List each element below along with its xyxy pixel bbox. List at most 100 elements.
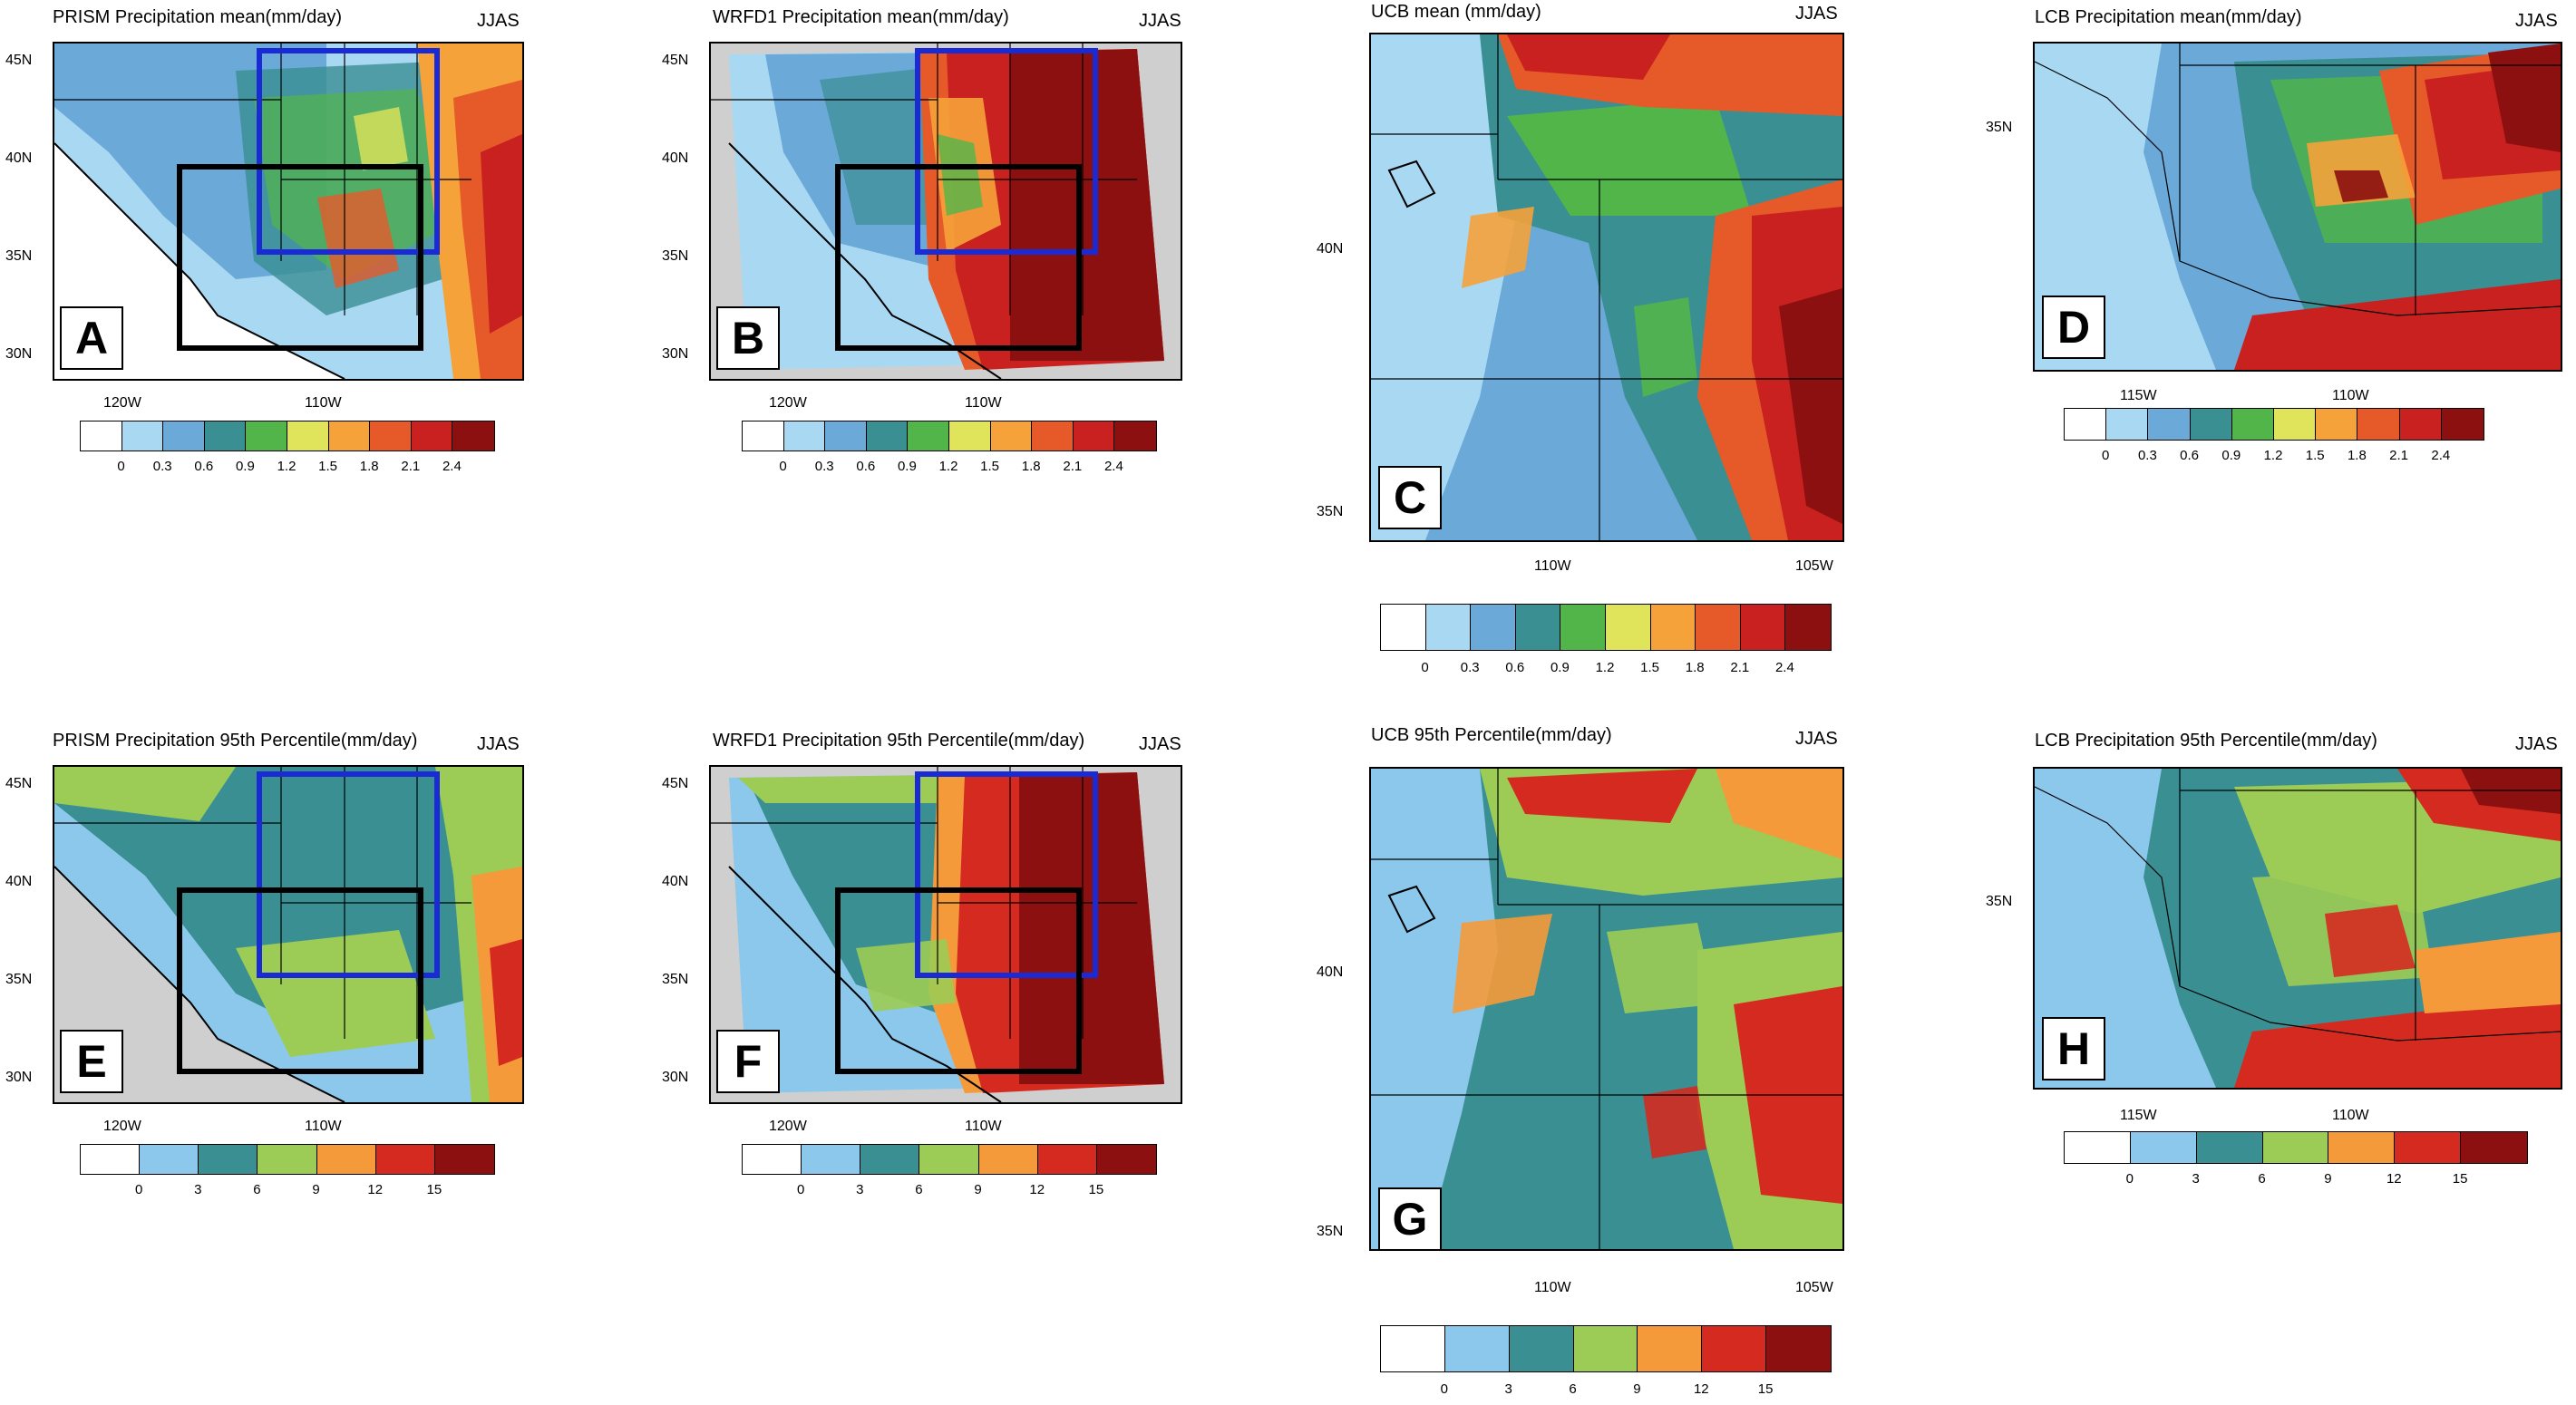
season-label: JJAS — [477, 734, 520, 754]
colorbar-tick-label: 1.2 — [1595, 660, 1615, 675]
colorbar-segment — [2065, 409, 2107, 440]
map-field — [711, 44, 1181, 379]
colorbar-segment — [2441, 409, 2484, 440]
colorbar — [80, 1144, 495, 1175]
colorbar-tick-label: 9 — [1633, 1381, 1641, 1397]
colorbar-tick-label: 3 — [194, 1182, 202, 1197]
lon-tick: 110W — [965, 1119, 1002, 1134]
colorbar-tick-label: 2.1 — [2389, 448, 2409, 463]
colorbar-segment — [1638, 1326, 1703, 1371]
colorbar-segment — [1740, 605, 1786, 650]
colorbar — [2064, 1131, 2528, 1164]
colorbar-tick-label: 0.6 — [194, 459, 214, 474]
colorbar-tick-label: 3 — [1504, 1381, 1512, 1397]
lat-tick: 35N — [662, 972, 689, 987]
colorbar-segment — [411, 422, 453, 451]
colorbar-tick-label: 3 — [856, 1182, 864, 1197]
map-field — [1371, 769, 1842, 1249]
colorbar-tick-label: 0.3 — [1460, 660, 1480, 675]
colorbar-segment — [1515, 605, 1561, 650]
colorbar-segment — [1702, 1326, 1767, 1371]
colorbar-tick-label: 12 — [1693, 1381, 1709, 1397]
precipitation-map — [2033, 42, 2562, 372]
colorbar-segment — [866, 422, 909, 451]
map-field — [54, 44, 522, 379]
season-label: JJAS — [2515, 11, 2558, 31]
colorbar-segment — [199, 1145, 258, 1174]
season-label: JJAS — [1139, 734, 1181, 754]
map-field — [711, 767, 1181, 1102]
lat-tick: 35N — [1317, 1224, 1344, 1239]
colorbar-tick-label: 0 — [1440, 1381, 1449, 1397]
colorbar-segment — [2399, 409, 2442, 440]
colorbar — [80, 421, 495, 451]
lat-tick: 40N — [662, 874, 689, 889]
season-label: JJAS — [2515, 734, 2558, 754]
colorbar-tick-label: 0.9 — [2221, 448, 2241, 463]
colorbar-tick-label: 12 — [2386, 1171, 2402, 1187]
colorbar-tick-label: 1.2 — [2263, 448, 2283, 463]
lat-tick: 35N — [1986, 120, 2013, 135]
precipitation-map — [1369, 767, 1844, 1251]
colorbar-tick-label: 0.3 — [152, 459, 172, 474]
colorbar-tick-label: 1.5 — [2305, 448, 2325, 463]
colorbar-segment — [1471, 605, 1516, 650]
panel-title: WRFD1 Precipitation mean(mm/day) — [713, 7, 1009, 27]
colorbar-segment — [2328, 1132, 2396, 1163]
colorbar-segment — [2190, 409, 2232, 440]
lon-tick: 120W — [103, 395, 141, 411]
colorbar-tick-label: 0.6 — [1505, 660, 1525, 675]
colorbar-segment — [1560, 605, 1606, 650]
colorbar-tick-label: 9 — [974, 1182, 982, 1197]
panel-letter: A — [60, 306, 123, 370]
colorbar-segment — [783, 422, 826, 451]
lat-tick: 40N — [5, 150, 33, 166]
colorbar-tick-label: 1.8 — [1685, 660, 1705, 675]
colorbar-tick-label: 1.5 — [1640, 660, 1660, 675]
colorbar-segment — [1444, 1326, 1510, 1371]
colorbar-segment — [1509, 1326, 1574, 1371]
lat-tick: 40N — [5, 874, 33, 889]
colorbar-tick-label: 2.1 — [1730, 660, 1750, 675]
season-label: JJAS — [1795, 729, 1838, 749]
colorbar-segment — [825, 422, 867, 451]
lat-tick: 45N — [662, 776, 689, 791]
colorbar-tick-label: 2.4 — [1103, 459, 1123, 474]
colorbar-tick-label: 15 — [2452, 1171, 2468, 1187]
precipitation-map — [53, 765, 524, 1104]
colorbar-segment — [1605, 605, 1651, 650]
colorbar-tick-label: 6 — [1569, 1381, 1577, 1397]
colorbar-segment — [860, 1145, 920, 1174]
colorbar — [1380, 604, 1832, 651]
lon-tick: 110W — [2332, 388, 2369, 403]
colorbar-tick-label: 9 — [312, 1182, 320, 1197]
colorbar-segment — [1785, 605, 1831, 650]
colorbar-segment — [908, 422, 949, 451]
colorbar-segment — [434, 1145, 494, 1174]
colorbar-tick-label: 6 — [915, 1182, 923, 1197]
lon-tick: 115W — [2120, 1108, 2157, 1123]
lat-tick: 45N — [5, 53, 33, 68]
colorbar-tick-label: 1.5 — [980, 459, 1000, 474]
colorbar-tick-label: 2.4 — [442, 459, 462, 474]
season-label: JJAS — [1139, 11, 1181, 31]
panel-letter: B — [716, 306, 780, 370]
colorbar-segment — [140, 1145, 199, 1174]
colorbar-segment — [2196, 1132, 2263, 1163]
colorbar-tick-label: 0 — [779, 459, 787, 474]
colorbar-tick-label: 6 — [253, 1182, 261, 1197]
season-label: JJAS — [477, 11, 520, 31]
panel-letter: C — [1378, 466, 1442, 529]
lat-tick: 30N — [5, 346, 33, 362]
colorbar-segment — [743, 422, 784, 451]
lon-tick: 120W — [769, 1119, 807, 1134]
colorbar-segment — [1381, 1326, 1445, 1371]
colorbar-segment — [1766, 1326, 1831, 1371]
lon-tick: 120W — [769, 395, 807, 411]
panel-title: LCB Precipitation 95th Percentile(mm/day… — [2035, 731, 2377, 751]
lat-tick: 35N — [5, 248, 33, 264]
colorbar-tick-label: 0.9 — [235, 459, 255, 474]
colorbar-segment — [122, 422, 164, 451]
lat-tick: 45N — [5, 776, 33, 791]
precipitation-map — [709, 42, 1182, 381]
